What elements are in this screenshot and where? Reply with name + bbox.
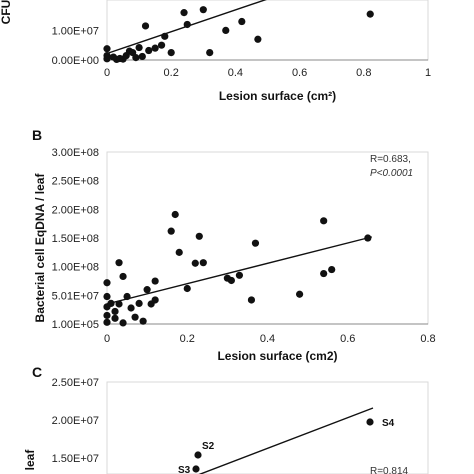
data-point <box>115 300 123 308</box>
data-point <box>107 299 115 308</box>
y-tick-label: 1.00E+08 <box>52 262 99 274</box>
data-point <box>127 304 135 312</box>
data-point <box>151 296 159 304</box>
panel-label: B <box>32 127 42 143</box>
y-tick-label: 2.00E+07 <box>52 415 99 427</box>
y-tick-label: 1.00E+05 <box>52 319 99 331</box>
data-point <box>366 418 374 426</box>
data-point <box>247 296 256 304</box>
data-point <box>206 49 214 57</box>
data-point <box>199 6 207 14</box>
data-point <box>366 10 374 18</box>
x-tick-label: 0.4 <box>260 333 275 345</box>
data-point <box>167 49 175 57</box>
x-tick-label: 0.6 <box>292 67 307 79</box>
data-point <box>364 234 372 242</box>
data-point <box>175 248 183 256</box>
data-point <box>135 43 143 52</box>
data-point <box>115 259 123 267</box>
y-axis-title: leaf <box>23 449 37 471</box>
x-tick-label: 0.8 <box>356 67 371 79</box>
data-point <box>191 259 199 267</box>
point-label: S4 <box>382 418 395 429</box>
data-point <box>135 299 143 308</box>
annotation-p: P<0.0001 <box>370 168 413 179</box>
data-point <box>132 54 140 62</box>
y-tick-label: 0.00E+00 <box>52 55 99 67</box>
panel-label: C <box>32 364 42 380</box>
annotation-r: R=0.814 <box>370 466 409 474</box>
x-tick-label: 0.4 <box>228 67 243 79</box>
x-axis-title: Lesion surface (cm2) <box>217 349 337 363</box>
data-point <box>183 20 191 29</box>
data-point <box>151 44 159 52</box>
data-point <box>141 22 150 30</box>
y-tick-label: 2.50E+08 <box>52 176 99 188</box>
data-point <box>161 32 169 40</box>
data-point <box>251 239 260 247</box>
data-point <box>103 55 111 63</box>
data-point <box>320 217 328 225</box>
y-tick-label: 1.00E+07 <box>52 25 99 37</box>
data-point <box>138 52 146 61</box>
data-point <box>235 271 244 279</box>
y-tick-label: 2.00E+08 <box>52 204 99 216</box>
data-point <box>195 232 203 240</box>
data-point <box>227 276 235 285</box>
x-tick-label: 0.6 <box>340 333 355 345</box>
trend-line <box>106 236 372 305</box>
point-label: S3 <box>178 465 191 474</box>
y-tick-label: 1.50E+07 <box>52 453 99 465</box>
data-point <box>222 26 230 34</box>
data-point <box>123 292 131 301</box>
data-point <box>167 227 175 235</box>
y-tick-label: 1.50E+08 <box>52 233 99 245</box>
trend-line <box>198 407 374 474</box>
data-point <box>111 314 119 322</box>
y-tick-label: 2.50E+07 <box>52 377 99 389</box>
data-point <box>139 317 147 325</box>
data-point <box>103 292 111 301</box>
data-point <box>157 41 166 49</box>
data-point <box>103 318 111 326</box>
data-point <box>131 313 139 321</box>
data-point <box>254 35 262 43</box>
trend-line <box>106 0 267 55</box>
data-point <box>103 45 111 53</box>
x-tick-label: 0 <box>104 333 110 345</box>
y-tick-label: 3.00E+08 <box>52 147 99 159</box>
data-point <box>151 277 159 285</box>
data-point <box>145 46 153 55</box>
x-tick-label: 0.2 <box>164 67 179 79</box>
data-point <box>194 451 202 459</box>
data-point <box>103 311 111 320</box>
data-point <box>143 286 151 294</box>
data-point <box>192 465 200 473</box>
x-axis-title: Lesion surface (cm²) <box>219 89 336 103</box>
y-axis-title: CFU <box>0 0 13 24</box>
y-axis-title: Bacterial cell EqDNA / leaf <box>33 173 47 323</box>
point-label: S2 <box>202 441 215 452</box>
data-point <box>328 265 336 274</box>
y-tick-label: 5.01E+07 <box>52 290 99 302</box>
annotation-r: R=0.683, <box>370 154 411 165</box>
data-point <box>320 269 328 278</box>
data-point <box>183 284 191 293</box>
x-tick-label: 1 <box>425 67 431 79</box>
data-point <box>199 259 207 267</box>
x-tick-label: 0.8 <box>420 333 435 345</box>
data-point <box>103 279 111 287</box>
data-point <box>238 17 246 26</box>
x-tick-label: 0.2 <box>180 333 195 345</box>
data-point <box>296 290 304 298</box>
data-point <box>119 319 127 327</box>
data-point <box>171 210 179 219</box>
data-point <box>119 272 127 281</box>
x-tick-label: 0 <box>104 67 110 79</box>
data-point <box>180 9 188 17</box>
plot-area-2 <box>106 381 429 474</box>
data-point <box>111 307 119 316</box>
